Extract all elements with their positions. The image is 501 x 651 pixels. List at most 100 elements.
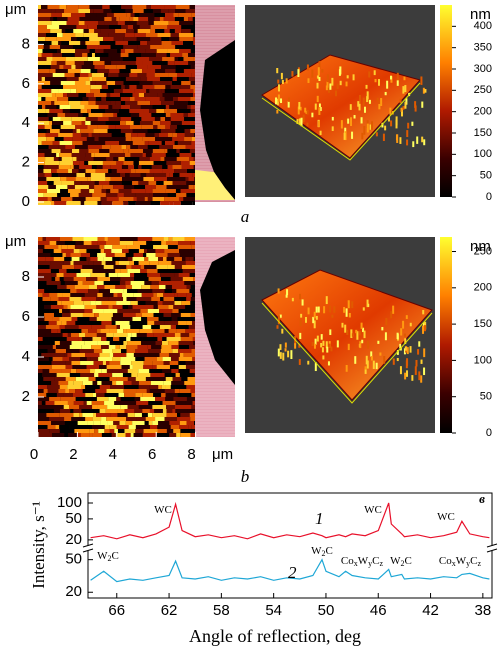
afm-pixel	[38, 109, 46, 113]
afm-pixel	[130, 325, 143, 329]
afm-pixel	[193, 257, 195, 261]
afm-pixel	[164, 89, 179, 93]
afm-pixel	[45, 325, 60, 329]
afm-3d-peak	[306, 109, 309, 115]
afm-pixel	[120, 53, 129, 57]
afm-pixel	[103, 37, 114, 41]
afm-pixel	[164, 13, 174, 17]
afm-pixel	[169, 361, 179, 365]
afm-pixel	[179, 173, 193, 177]
afm-pixel	[90, 369, 96, 373]
afm-3d-peak	[316, 75, 319, 79]
afm-pixel	[165, 397, 174, 401]
afm-pixel	[179, 149, 190, 153]
afm-pixel	[47, 385, 60, 389]
afm-pixel	[156, 49, 168, 53]
afm-pixel	[183, 41, 194, 45]
afm-pixel	[38, 357, 49, 361]
afm-pixel	[132, 9, 144, 13]
afm-3d-peak	[366, 360, 369, 369]
afm-pixel	[69, 109, 81, 113]
afm-3d-peak	[378, 100, 381, 105]
afm-pixel	[170, 325, 176, 329]
afm-pixel	[51, 101, 55, 105]
afm-3d-peak	[276, 67, 279, 74]
afm-pixel	[71, 317, 78, 321]
afm-3d-peak	[348, 312, 351, 318]
afm-pixel	[152, 9, 161, 13]
afm-3d-peak	[423, 348, 426, 358]
peak-label-part: C	[326, 545, 333, 557]
afm-pixel	[85, 197, 101, 201]
afm-pixel	[92, 77, 107, 81]
afm-pixel	[138, 161, 154, 165]
afm-pixel	[98, 357, 113, 361]
afm-pixel	[60, 125, 76, 129]
afm-3d-peak	[318, 61, 321, 70]
afm-pixel	[158, 421, 170, 425]
afm-pixel	[170, 33, 179, 37]
afm-pixel	[144, 265, 157, 269]
afm-pixel	[179, 353, 184, 357]
afm-3d-peak	[378, 79, 381, 86]
afm-pixel	[70, 289, 77, 293]
afm-pixel	[80, 189, 90, 193]
afm-pixel	[190, 97, 195, 101]
afm-pixel	[67, 353, 72, 357]
afm-pixel	[69, 309, 85, 313]
afm-3d-peak	[358, 94, 361, 104]
afm-pixel	[113, 265, 127, 269]
afm-3d-peak	[377, 340, 380, 344]
afm-pixel	[64, 281, 78, 285]
afm-pixel	[173, 397, 187, 401]
afm-pixel	[38, 373, 43, 377]
afm-pixel	[60, 177, 67, 181]
afm-pixel	[120, 117, 132, 121]
afm-pixel	[175, 65, 191, 69]
afm-pixel	[38, 13, 52, 17]
afm-pixel	[119, 257, 128, 261]
afm-pixel	[103, 9, 112, 13]
axis-3d	[261, 302, 433, 404]
afm-pixel	[46, 393, 57, 397]
afm-pixel	[47, 425, 56, 429]
afm-pixel	[154, 17, 160, 21]
afm-pixel	[75, 389, 83, 393]
afm-pixel	[43, 389, 48, 393]
afm-pixel	[59, 341, 72, 345]
afm-pixel	[99, 245, 105, 249]
afm-pixel	[177, 125, 186, 129]
afm-pixel	[178, 345, 190, 349]
afm-pixel	[142, 393, 154, 397]
afm-pixel	[119, 121, 126, 125]
afm-pixel	[157, 33, 171, 37]
afm-pixel	[169, 105, 185, 109]
afm-pixel	[79, 413, 83, 417]
afm-pixel	[75, 241, 84, 245]
afm-pixel	[163, 293, 175, 297]
afm-pixel	[191, 425, 195, 429]
afm-pixel	[126, 329, 140, 333]
afm-pixel	[87, 109, 92, 113]
afm-pixel	[162, 337, 167, 341]
afm-pixel	[152, 329, 165, 333]
afm-pixel	[63, 277, 74, 281]
afm-pixel	[161, 141, 165, 145]
afm-pixel	[61, 245, 68, 249]
afm-pixel	[188, 425, 192, 429]
afm-pixel	[45, 97, 58, 101]
afm-pixel	[49, 33, 57, 37]
afm-3d-peak	[396, 357, 399, 362]
afm-pixel	[153, 305, 158, 309]
afm-pixel	[99, 365, 107, 369]
afm-pixel	[82, 381, 93, 385]
afm-pixel	[135, 61, 143, 65]
afm-pixel	[105, 409, 118, 413]
afm-pixel	[101, 345, 109, 349]
afm-pixel	[106, 93, 111, 97]
y-tick-label: 50	[65, 551, 82, 568]
afm-pixel	[54, 341, 60, 345]
afm-pixel	[158, 317, 163, 321]
afm-3d-peak	[301, 299, 304, 306]
afm-pixel	[172, 309, 179, 313]
